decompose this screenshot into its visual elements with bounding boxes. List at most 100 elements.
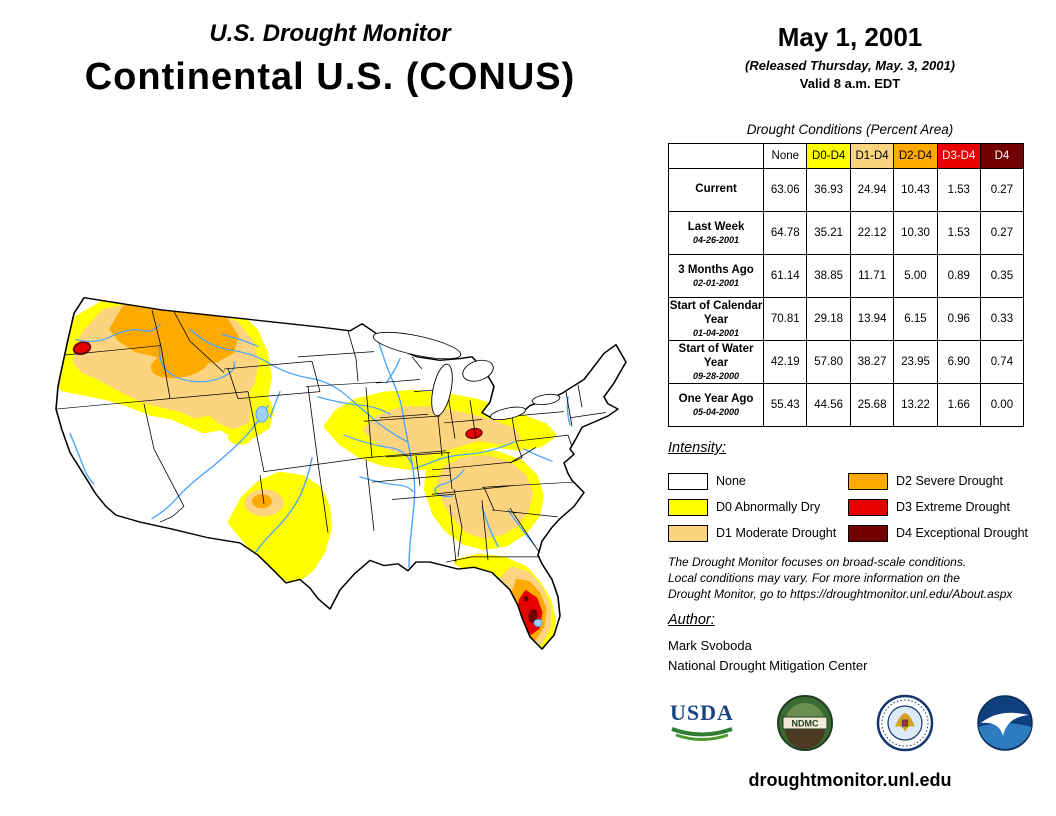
value-cell: 6.90 [936, 340, 981, 384]
row-label-text: Start of Water Year [678, 342, 754, 369]
value-cell: 6.15 [893, 297, 938, 341]
value-cell: 1.53 [936, 168, 981, 212]
value-cell: 10.43 [893, 168, 938, 212]
value-cell: 44.56 [806, 383, 851, 427]
legend-swatch-d4 [848, 524, 888, 542]
row-label-date: 02-01-2001 [693, 278, 740, 289]
legend-label: D0 Abnormally Dry [716, 500, 821, 514]
row-label-text: One Year Ago [678, 392, 754, 405]
value-cell: 42.19 [763, 340, 808, 384]
table-row: Last Week 04-26-2001 64.78 35.21 22.12 10… [667, 211, 1025, 255]
col-header-d4: D4 [979, 143, 1025, 169]
value-cell: 55.43 [763, 383, 808, 427]
legend: Intensity: None D0 Abnormally Dry D1 Mod… [668, 440, 1032, 546]
table-row: Current 63.06 36.93 24.94 10.43 1.53 0.2… [667, 168, 1025, 212]
valid-line: Valid 8 a.m. EDT [799, 76, 901, 91]
title-block: U.S. Drought Monitor Continental U.S. (C… [0, 20, 660, 99]
ndmc-logo: NDMC [777, 695, 833, 751]
legend-label: D2 Severe Drought [896, 474, 1004, 488]
usda-swoosh-icon [671, 726, 733, 741]
value-cell: 0.33 [979, 297, 1025, 341]
row-label: 3 Months Ago 02-01-2001 [667, 254, 765, 298]
value-cell: 10.30 [893, 211, 938, 255]
row-label: One Year Ago 05-04-2000 [667, 383, 765, 427]
author-organization: National Drought Mitigation Center [668, 658, 868, 673]
commerce-seal-logo [876, 694, 934, 752]
value-cell: 22.12 [849, 211, 895, 255]
value-cell: 57.80 [806, 340, 851, 384]
value-cell: 29.18 [806, 297, 851, 341]
row-label-date: 01-04-2001 [693, 328, 740, 339]
value-cell: 35.21 [806, 211, 851, 255]
legend-swatch-d0 [668, 498, 708, 516]
lake-erie [490, 406, 526, 421]
state-boundaries [56, 309, 607, 563]
legend-swatch-d2 [848, 472, 888, 490]
disclaimer-text: The Drought Monitor focuses on broad-sca… [668, 555, 1013, 602]
ndmc-logo-text: NDMC [792, 719, 819, 729]
table-row: Start of Water Year 09-28-2000 42.19 57.8… [667, 340, 1025, 384]
legend-item-d3: D3 Extreme Drought [848, 498, 1032, 516]
legend-label: D3 Extreme Drought [896, 500, 1010, 514]
value-cell: 24.94 [849, 168, 895, 212]
great-salt-lake [255, 406, 269, 423]
legend-label: D1 Moderate Drought [716, 526, 837, 540]
value-cell: 63.06 [763, 168, 808, 212]
col-header-none: None [763, 143, 808, 169]
value-cell: 38.85 [806, 254, 851, 298]
date-block: May 1, 2001 (Released Thursday, May. 3, … [668, 22, 1032, 91]
usda-logo-text: USDA [670, 699, 734, 725]
col-header-d1-d4: D1-D4 [849, 143, 895, 169]
legend-swatch-none [668, 472, 708, 490]
value-cell: 0.27 [979, 211, 1025, 255]
page-title: U.S. Drought Monitor [209, 20, 451, 47]
lake-michigan [431, 363, 453, 417]
row-label-text: Start of Calendar Year [669, 299, 763, 326]
legend-item-d0: D0 Abnormally Dry [668, 498, 848, 516]
page-subtitle: Continental U.S. (CONUS) [84, 56, 576, 98]
col-header-d2-d4: D2-D4 [893, 143, 938, 169]
legend-item-d1: D1 Moderate Drought [668, 524, 848, 542]
legend-swatch-d3 [848, 498, 888, 516]
value-cell: 70.81 [763, 297, 808, 341]
conus-outline [55, 297, 627, 650]
map-date: May 1, 2001 [777, 22, 923, 52]
usda-logo: USDA [670, 700, 734, 747]
lake-ontario [531, 393, 561, 406]
value-cell: 11.71 [849, 254, 895, 298]
value-cell: 1.53 [936, 211, 981, 255]
row-label-date: 04-26-2001 [693, 235, 740, 246]
col-header-d0-d4: D0-D4 [806, 143, 851, 169]
released-line: (Released Thursday, May. 3, 2001) [744, 58, 956, 73]
row-label: Start of Water Year 09-28-2000 [667, 340, 765, 384]
legend-label: None [716, 474, 746, 488]
row-label-text: Last Week [687, 220, 745, 233]
row-label-date: 05-04-2000 [693, 407, 740, 418]
map-wrap [12, 256, 662, 656]
value-cell: 38.27 [849, 340, 895, 384]
row-label: Start of Calendar Year 01-04-2001 [667, 297, 765, 341]
lake-huron [462, 359, 494, 382]
corner-cell [667, 143, 765, 169]
value-cell: 0.89 [936, 254, 981, 298]
author-title: Author: [668, 612, 715, 628]
table-row: One Year Ago 05-04-2000 55.43 44.56 25.68… [667, 383, 1025, 427]
value-cell: 36.93 [806, 168, 851, 212]
legend-item-d2: D2 Severe Drought [848, 472, 1032, 490]
value-cell: 13.22 [893, 383, 938, 427]
table-header-row: None D0-D4 D1-D4 D2-D4 D3-D4 D4 [667, 143, 1025, 169]
value-cell: 25.68 [849, 383, 895, 427]
site-url: droughtmonitor.unl.edu [748, 770, 952, 790]
legend-item-none: None [668, 472, 848, 490]
author-block: Author: Mark Svoboda National Drought Mi… [668, 612, 1032, 673]
value-cell: 5.00 [893, 254, 938, 298]
value-cell: 64.78 [763, 211, 808, 255]
legend-title: Intensity: [668, 440, 727, 456]
value-cell: 0.96 [936, 297, 981, 341]
rivers-layer [69, 323, 571, 568]
value-cell: 61.14 [763, 254, 808, 298]
value-cell: 0.35 [979, 254, 1025, 298]
conus-drought-map [55, 297, 627, 650]
legend-item-d4: D4 Exceptional Drought [848, 524, 1032, 542]
